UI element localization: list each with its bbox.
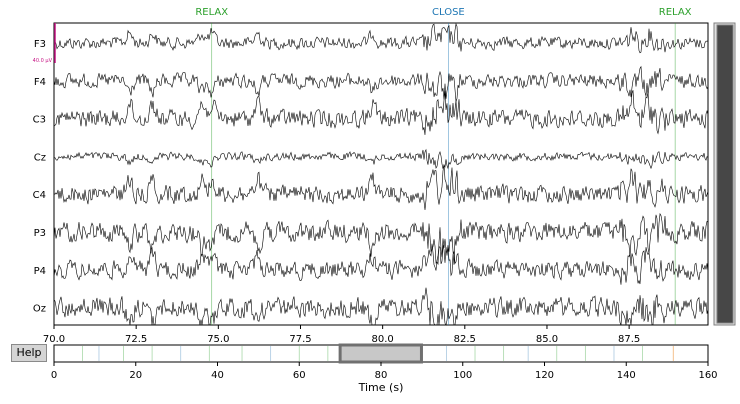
trace-c3	[53, 90, 709, 135]
channel-scrollbar-thumb[interactable]	[716, 24, 734, 324]
overview-tick-label: 40	[211, 370, 224, 381]
overview-tick-label: 160	[698, 370, 717, 381]
trace-p4	[53, 243, 709, 285]
trace-plot[interactable]: 40.0 µV	[33, 22, 709, 326]
time-tick-label: 85.0	[536, 334, 558, 345]
trace-cz	[53, 148, 709, 170]
channel-label[interactable]: P3	[34, 228, 46, 239]
time-tick-label: 70.0	[43, 334, 65, 345]
scale-bar: 40.0 µV	[33, 23, 56, 64]
time-tick-label: 77.5	[289, 334, 311, 345]
trace-p3	[53, 212, 709, 266]
time-axis: 70.0 72.5 75.0 77.5 80.0 82.5 85.0 87.5	[43, 325, 640, 345]
time-tick-label: 80.0	[372, 334, 394, 345]
event-label: RELAX	[195, 7, 228, 18]
overview-xlabel: Time (s)	[358, 381, 404, 394]
channel-labels[interactable]: F3 F4 C3 Cz C4 P3 P4 Oz	[33, 39, 46, 315]
time-tick-label: 87.5	[618, 334, 640, 345]
overview-tick-label: 120	[535, 370, 554, 381]
overview-tick-label: 100	[453, 370, 472, 381]
help-button[interactable]: Help	[11, 344, 47, 362]
time-tick-label: 82.5	[454, 334, 476, 345]
trace-plot-frame[interactable]	[53, 22, 709, 326]
overview-tick-label: 60	[293, 370, 306, 381]
event-label: RELAX	[659, 7, 692, 18]
event-labels: RELAX CLOSE RELAX	[195, 7, 691, 18]
channel-label[interactable]: Oz	[33, 304, 46, 315]
channel-label[interactable]: P4	[34, 266, 46, 277]
trace-f4	[53, 65, 709, 102]
channel-label[interactable]: Cz	[34, 152, 46, 163]
trace-f3	[53, 22, 709, 54]
channel-traces	[53, 22, 709, 326]
time-tick-label: 72.5	[125, 334, 147, 345]
channel-label[interactable]: C4	[33, 190, 46, 201]
trace-oz	[53, 287, 709, 326]
channel-label[interactable]: F4	[34, 77, 46, 88]
scale-bar-label: 40.0 µV	[33, 58, 53, 64]
trace-c4	[53, 164, 709, 211]
channel-label[interactable]: F3	[34, 39, 46, 50]
overview-tick-label: 80	[375, 370, 388, 381]
event-label: CLOSE	[432, 7, 465, 18]
time-overview-bar[interactable]	[53, 343, 709, 364]
time-tick-label: 75.0	[207, 334, 229, 345]
overview-tick-label: 20	[129, 370, 142, 381]
overview-tick-label: 0	[51, 370, 57, 381]
channel-label[interactable]: C3	[33, 115, 46, 126]
event-lines	[211, 23, 676, 325]
overview-axis: 0 20 40 60 80 100 120 140 160	[51, 362, 718, 381]
overview-tick-label: 140	[617, 370, 636, 381]
overview-view-window[interactable]	[338, 343, 423, 364]
channel-scrollbar[interactable]	[713, 22, 736, 326]
